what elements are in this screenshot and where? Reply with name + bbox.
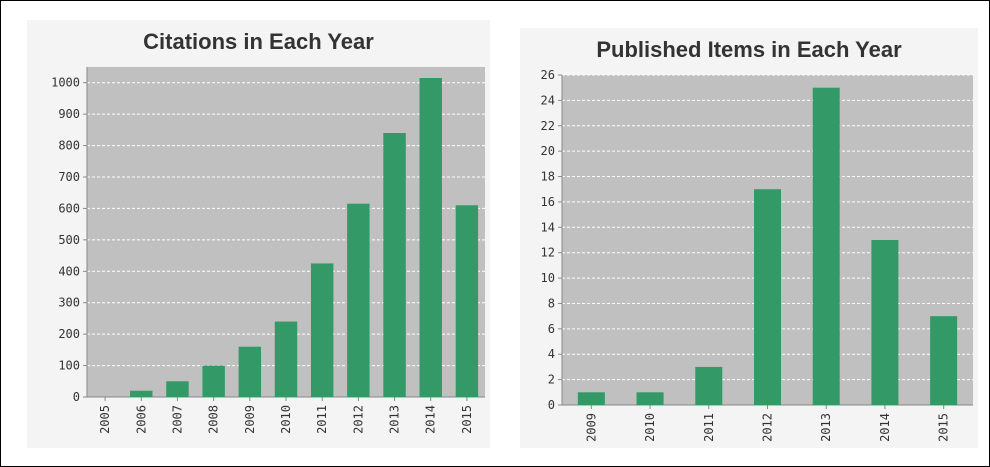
published-y-tick-label: 24	[541, 93, 555, 107]
citations-y-tick-label: 700	[58, 170, 80, 184]
published-bar	[930, 316, 958, 405]
citations-x-tick-label: 2006	[134, 405, 148, 434]
citations-x-tick-label: 2011	[315, 405, 329, 434]
citations-y-tick-label: 0	[73, 390, 80, 404]
published-y-tick-label: 20	[541, 144, 555, 158]
published-bar	[812, 87, 840, 405]
citations-y-tick-label: 1000	[51, 76, 80, 90]
citations-bar	[455, 205, 479, 397]
citations-bar	[166, 381, 189, 397]
citations-chart-panel: Citations in Each Year 0 100 200 300 400 500 6…	[27, 20, 490, 448]
citations-bar	[274, 321, 298, 397]
published-x-tick-label: 2010	[643, 413, 657, 442]
published-x-tick-label: 2012	[761, 413, 775, 442]
published-bar	[871, 240, 899, 405]
published-bar	[577, 392, 605, 405]
published-x-tick-label: 2014	[878, 413, 892, 442]
published-items-chart-panel: Published Items in Each Year 0 2 4 6 8 10 12 14…	[520, 28, 978, 448]
citations-x-tick-label: 2009	[243, 405, 257, 434]
citations-x-tick-label: 2008	[207, 405, 221, 434]
published-y-tick-label: 0	[548, 398, 555, 412]
citations-y-tick-label: 400	[58, 264, 80, 278]
published-x-tick-label: 2015	[937, 413, 951, 442]
published-y-tick-label: 22	[541, 119, 555, 133]
citations-x-tick-label: 2007	[170, 405, 184, 434]
published-y-tick-label: 8	[548, 296, 555, 310]
published-y-tick-label: 16	[541, 195, 555, 209]
published-y-tick-label: 6	[548, 322, 555, 336]
citations-y-tick-label: 100	[58, 359, 80, 373]
citations-bar	[347, 203, 370, 397]
published-bar	[636, 392, 664, 405]
citations-bar	[130, 390, 153, 397]
citations-x-tick-label: 2015	[460, 405, 474, 434]
published-bar	[695, 366, 723, 405]
published-y-tick-label: 26	[541, 68, 555, 82]
citations-y-tick-label: 800	[58, 139, 80, 153]
citations-bar	[383, 133, 406, 397]
published-y-tick-label: 10	[541, 271, 555, 285]
published-y-tick-label: 2	[548, 373, 555, 387]
published-x-tick-label: 2013	[819, 413, 833, 442]
citations-x-tick-label: 2010	[279, 405, 293, 434]
published-y-tick-label: 14	[541, 220, 555, 234]
published-x-tick-label: 2011	[702, 413, 716, 442]
published-y-tick-label: 18	[541, 170, 555, 184]
citations-chart-title: Citations in Each Year	[143, 29, 374, 54]
citations-bar	[238, 346, 262, 397]
citations-bar	[419, 78, 442, 397]
citations-x-tick-label: 2013	[388, 405, 402, 434]
published-y-tick-label: 4	[548, 347, 555, 361]
published-x-tick-label: 2009	[584, 413, 598, 442]
citations-y-tick-label: 200	[58, 327, 80, 341]
citations-bar	[310, 263, 334, 397]
published-items-chart-title: Published Items in Each Year	[596, 37, 902, 62]
citations-y-tick-label: 600	[58, 201, 80, 215]
citations-x-tick-label: 2014	[424, 405, 438, 434]
citations-y-tick-label: 500	[58, 233, 80, 247]
citations-bar	[202, 365, 225, 397]
citations-x-tick-label: 2005	[98, 405, 112, 434]
published-bar	[753, 189, 782, 405]
citations-x-tick-label: 2012	[351, 405, 365, 434]
citations-y-tick-label: 900	[58, 107, 80, 121]
citations-y-tick-label: 300	[58, 296, 80, 310]
published-y-tick-label: 12	[541, 246, 555, 260]
citations-chart: 0 100 200 300 400 500 600 700 800 900 1000 2005 2006…	[51, 67, 485, 434]
